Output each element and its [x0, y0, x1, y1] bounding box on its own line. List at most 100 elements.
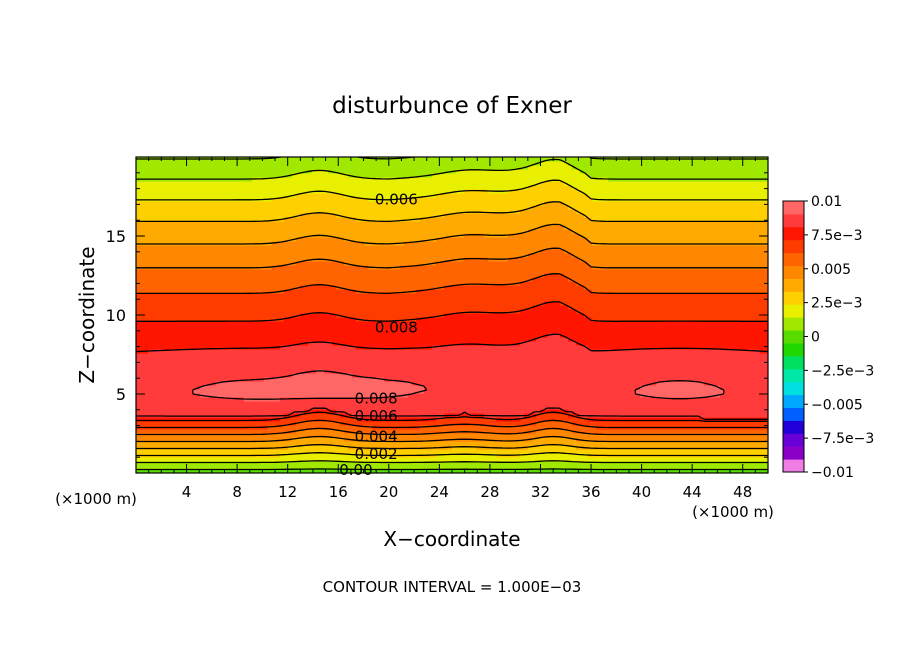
field-cell: [368, 293, 373, 298]
field-cell: [276, 221, 281, 226]
field-cell: [356, 389, 361, 394]
field-cell: [168, 285, 173, 290]
field-cell: [344, 177, 349, 182]
field-cell: [180, 321, 185, 326]
field-cell: [180, 469, 185, 473]
field-cell: [136, 433, 141, 438]
field-cell: [244, 301, 249, 306]
field-cell: [152, 373, 157, 378]
field-cell: [268, 273, 273, 278]
field-cell: [276, 357, 281, 362]
field-cell: [336, 381, 341, 386]
field-cell: [304, 173, 309, 178]
field-cell: [308, 465, 313, 470]
field-cell: [256, 461, 261, 466]
field-cell: [284, 313, 289, 318]
field-cell: [208, 289, 213, 294]
field-cell: [152, 229, 157, 234]
field-cell: [196, 321, 201, 326]
field-cell: [288, 345, 293, 350]
field-cell: [160, 317, 165, 322]
field-cell: [252, 209, 257, 214]
field-cell: [272, 385, 277, 390]
field-cell: [340, 333, 345, 338]
field-cell: [288, 253, 293, 258]
field-cell: [336, 341, 341, 346]
field-cell: [144, 233, 149, 238]
field-cell: [384, 285, 389, 290]
field-cell: [232, 201, 237, 206]
field-cell: [184, 381, 189, 386]
field-cell: [364, 237, 369, 242]
field-cell: [256, 401, 261, 406]
field-cell: [188, 413, 193, 418]
field-cell: [312, 441, 317, 446]
field-cell: [232, 225, 237, 230]
field-cell: [188, 213, 193, 218]
field-cell: [180, 409, 185, 414]
field-cell: [164, 205, 169, 210]
field-cell: [372, 417, 377, 422]
field-cell: [380, 229, 385, 234]
field-cell: [352, 425, 357, 430]
field-cell: [280, 261, 285, 266]
field-cell: [364, 409, 369, 414]
field-cell: [220, 281, 225, 286]
field-cell: [320, 469, 325, 473]
field-cell: [232, 409, 237, 414]
field-cell: [364, 269, 369, 274]
field-cell: [248, 237, 253, 242]
field-cell: [368, 253, 373, 258]
field-cell: [344, 385, 349, 390]
field-cell: [232, 433, 237, 438]
field-cell: [316, 185, 321, 190]
field-cell: [380, 381, 385, 386]
field-cell: [296, 217, 301, 222]
field-cell: [364, 357, 369, 362]
field-cell: [200, 321, 205, 326]
field-cell: [320, 345, 325, 350]
field-cell: [288, 449, 293, 454]
field-cell: [316, 221, 321, 226]
field-cell: [232, 377, 237, 382]
field-cell: [192, 437, 197, 442]
field-cell: [316, 245, 321, 250]
field-cell: [320, 349, 325, 354]
field-cell: [300, 209, 305, 214]
field-cell: [252, 341, 257, 346]
field-cell: [212, 357, 217, 362]
field-cell: [176, 349, 181, 354]
field-cell: [276, 401, 281, 406]
field-cell: [208, 253, 213, 258]
field-cell: [160, 393, 165, 398]
field-cell: [264, 333, 269, 338]
field-cell: [176, 289, 181, 294]
field-cell: [344, 253, 349, 258]
field-cell: [184, 337, 189, 342]
field-cell: [332, 297, 337, 302]
field-cell: [184, 305, 189, 310]
field-cell: [368, 201, 373, 206]
field-cell: [336, 293, 341, 298]
field-cell: [216, 305, 221, 310]
field-cell: [172, 333, 177, 338]
field-cell: [136, 233, 141, 238]
field-cell: [328, 201, 333, 206]
field-cell: [168, 377, 173, 382]
field-cell: [152, 329, 157, 334]
field-cell: [292, 217, 297, 222]
field-cell: [140, 281, 145, 286]
field-cell: [188, 317, 193, 322]
field-cell: [156, 161, 161, 166]
field-cell: [160, 285, 165, 290]
field-cell: [136, 389, 141, 394]
field-cell: [196, 413, 201, 418]
field-cell: [188, 229, 193, 234]
field-cell: [224, 221, 229, 226]
field-cell: [348, 309, 353, 314]
field-cell: [152, 305, 157, 310]
field-cell: [288, 165, 293, 170]
field-cell: [224, 329, 229, 334]
field-cell: [256, 421, 261, 426]
